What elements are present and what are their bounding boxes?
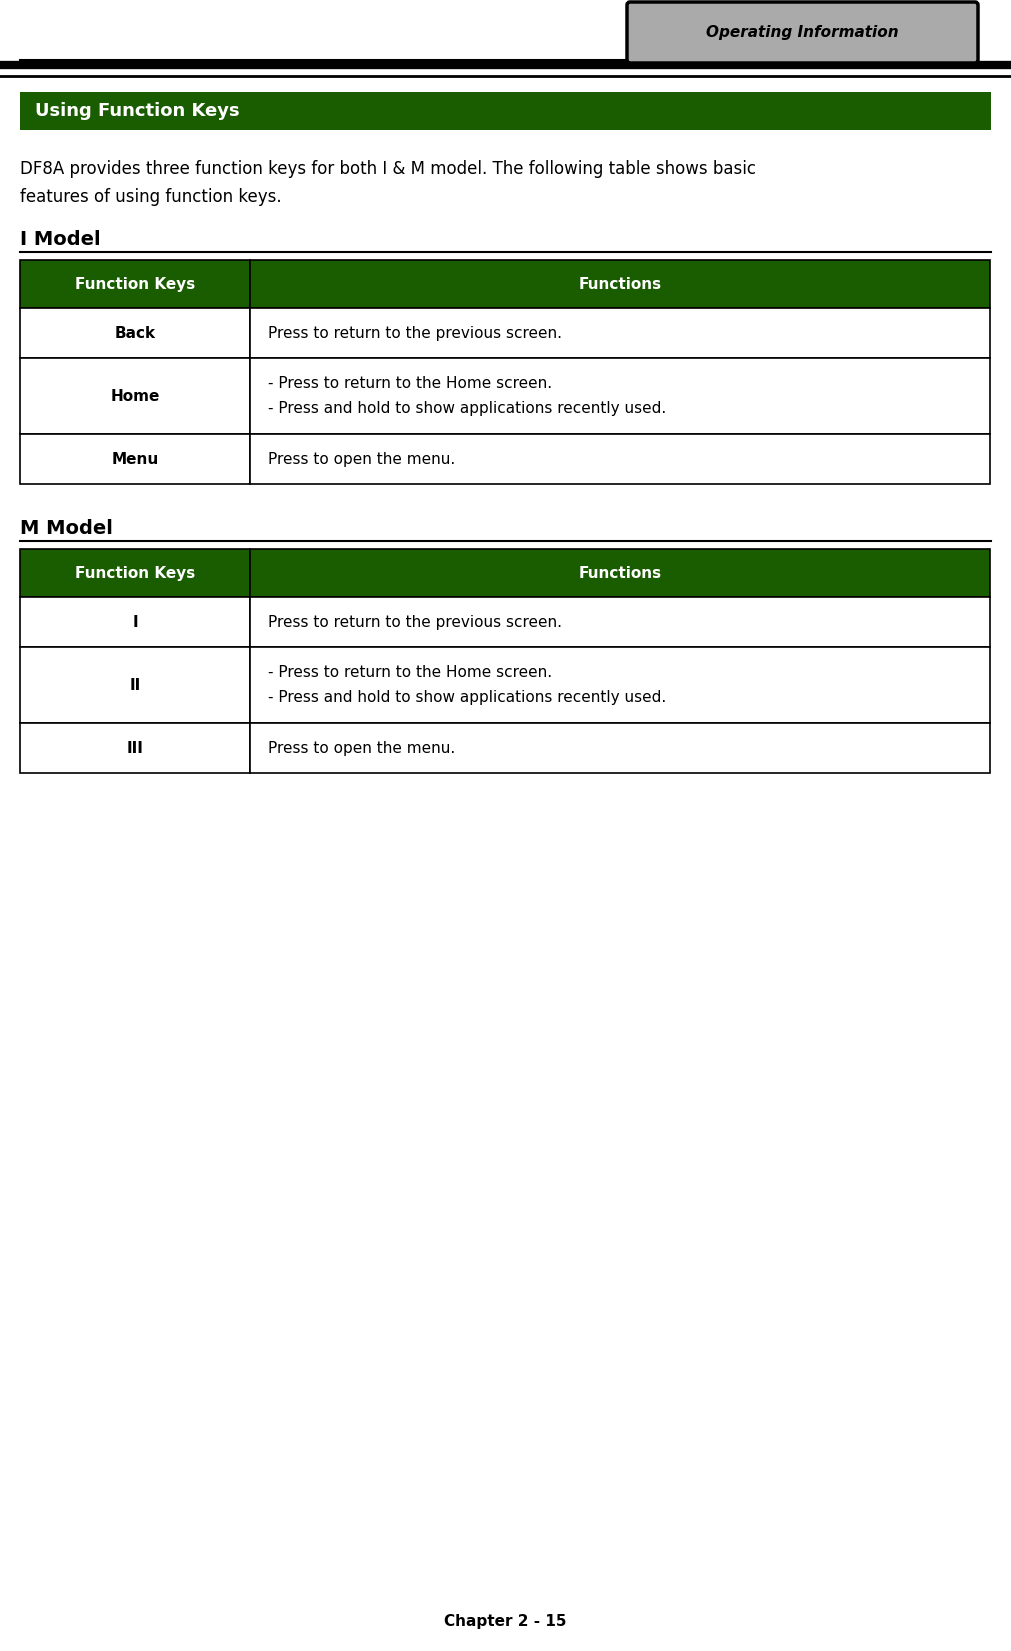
Bar (20, 647, 250, 723)
Text: Press to return to the previous screen.: Press to return to the previous screen. (268, 614, 562, 629)
Text: III: III (126, 741, 144, 756)
Bar (20, 598, 250, 647)
Text: Function Keys: Function Keys (75, 566, 195, 581)
Text: Using Function Keys: Using Function Keys (35, 102, 240, 121)
Bar (250, 259, 990, 309)
Text: Press to open the menu.: Press to open the menu. (268, 451, 455, 467)
Bar (250, 434, 990, 484)
Text: II: II (129, 677, 141, 692)
Bar (20, 723, 250, 773)
Bar (20, 358, 250, 434)
Text: features of using function keys.: features of using function keys. (20, 188, 282, 206)
Text: - Press and hold to show applications recently used.: - Press and hold to show applications re… (268, 401, 666, 416)
Text: I Model: I Model (20, 229, 101, 249)
Text: - Press and hold to show applications recently used.: - Press and hold to show applications re… (268, 690, 666, 705)
Bar (250, 550, 990, 598)
Bar (250, 598, 990, 647)
Bar (250, 309, 990, 358)
Text: Operating Information: Operating Information (707, 25, 899, 40)
Text: Functions: Functions (578, 566, 661, 581)
Text: Chapter 2 - 15: Chapter 2 - 15 (444, 1613, 567, 1628)
Text: Menu: Menu (111, 451, 159, 467)
Text: I: I (132, 614, 137, 629)
Text: Press to return to the previous screen.: Press to return to the previous screen. (268, 325, 562, 340)
Bar (250, 358, 990, 434)
Bar (20, 550, 250, 598)
Text: DF8A provides three function keys for both I & M model. The following table show: DF8A provides three function keys for bo… (20, 160, 756, 178)
Bar (20, 309, 250, 358)
Text: Functions: Functions (578, 276, 661, 292)
Text: - Press to return to the Home screen.: - Press to return to the Home screen. (268, 375, 552, 391)
Text: Back: Back (114, 325, 156, 340)
Text: Home: Home (110, 388, 160, 403)
Bar (20, 434, 250, 484)
Text: Function Keys: Function Keys (75, 276, 195, 292)
FancyBboxPatch shape (627, 2, 978, 63)
Text: - Press to return to the Home screen.: - Press to return to the Home screen. (268, 665, 552, 680)
Text: Press to open the menu.: Press to open the menu. (268, 741, 455, 756)
Bar (20, 92, 991, 130)
Bar (20, 259, 250, 309)
Text: M Model: M Model (20, 518, 113, 538)
Bar (250, 723, 990, 773)
Bar (250, 647, 990, 723)
